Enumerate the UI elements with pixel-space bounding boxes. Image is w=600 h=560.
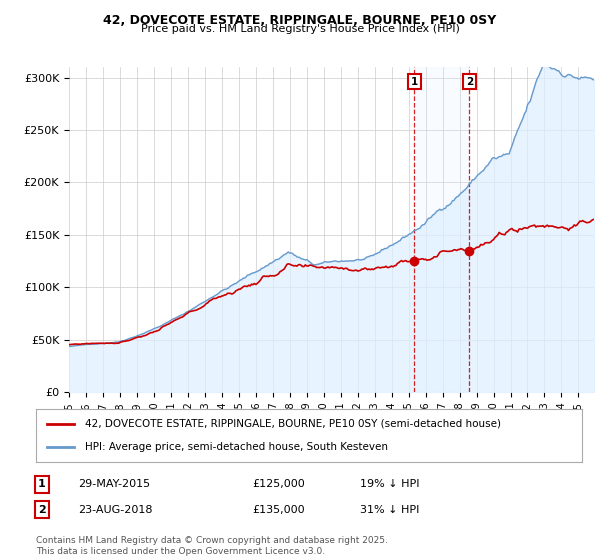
Text: 29-MAY-2015: 29-MAY-2015 (78, 479, 150, 489)
Text: 1: 1 (38, 479, 46, 489)
Text: 42, DOVECOTE ESTATE, RIPPINGALE, BOURNE, PE10 0SY: 42, DOVECOTE ESTATE, RIPPINGALE, BOURNE,… (103, 14, 497, 27)
Text: 19% ↓ HPI: 19% ↓ HPI (360, 479, 419, 489)
Text: Price paid vs. HM Land Registry's House Price Index (HPI): Price paid vs. HM Land Registry's House … (140, 24, 460, 34)
Text: 2: 2 (466, 77, 473, 87)
Text: 2: 2 (38, 505, 46, 515)
Text: 1: 1 (410, 77, 418, 87)
Text: £135,000: £135,000 (252, 505, 305, 515)
Text: 23-AUG-2018: 23-AUG-2018 (78, 505, 152, 515)
Text: Contains HM Land Registry data © Crown copyright and database right 2025.
This d: Contains HM Land Registry data © Crown c… (36, 536, 388, 556)
Bar (414, 67, 469, 392)
Text: HPI: Average price, semi-detached house, South Kesteven: HPI: Average price, semi-detached house,… (85, 442, 388, 452)
Text: 42, DOVECOTE ESTATE, RIPPINGALE, BOURNE, PE10 0SY (semi-detached house): 42, DOVECOTE ESTATE, RIPPINGALE, BOURNE,… (85, 419, 501, 429)
Text: £125,000: £125,000 (252, 479, 305, 489)
Text: 31% ↓ HPI: 31% ↓ HPI (360, 505, 419, 515)
